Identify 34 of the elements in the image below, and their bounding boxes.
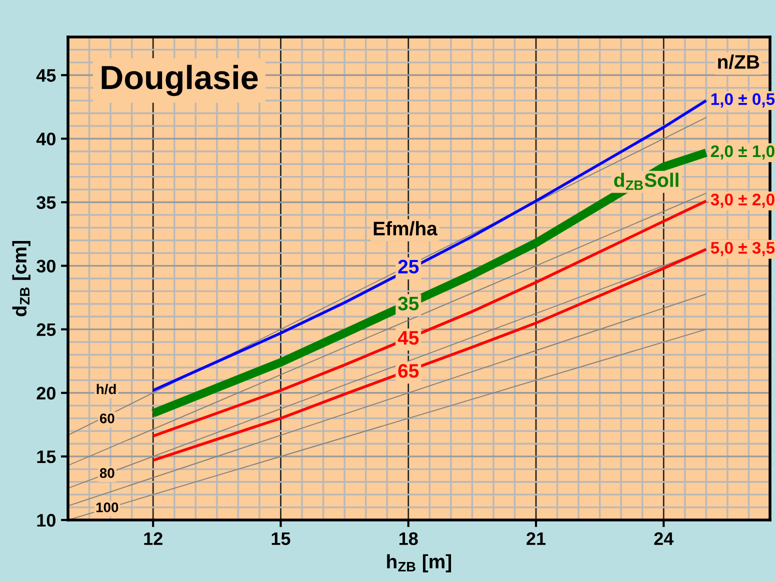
y-tick-label: 15 [37,450,56,464]
x-tick-label: 15 [272,532,290,546]
annotation: Efm/ha [374,221,438,236]
x-axis-title: h$_{ZB}$ [m] [387,554,452,572]
line-series [152,200,708,438]
x-tick-label: 12 [144,532,162,545]
annotation: 80 [100,468,114,478]
annotation: d$_{ZB}$Soll [614,172,678,190]
series-label: 1,0 ± 0,5 [711,93,775,108]
annotation: 100 [96,502,118,512]
y-tick-label: 45 [36,69,56,82]
annotation: 35 [398,296,419,310]
line-series [152,99,708,392]
y-tick-label: 30 [36,260,56,273]
text: Douglasie [102,64,258,96]
annotation: 45 [398,331,419,345]
x-tick-label: 21 [526,532,546,545]
y-tick-label: 20 [36,386,56,400]
x-tick-label: 24 [654,532,674,545]
y-tick-label: 40 [36,132,56,146]
y-tick-label: 25 [36,323,56,336]
y-axis-title: d$_{ZB}$ [cm] [12,241,30,316]
annotation: h/d [96,384,116,394]
line-series [152,248,708,462]
series-label: 2,0 ± 1,0 [710,145,774,160]
annotation: 65 [398,364,419,378]
annotation: n/ZB [718,54,760,69]
series-label: 5,0 ± 3,5 [710,242,775,256]
series-label: 3,0 ± 2,0 [710,194,774,208]
annotation: 25 [398,260,419,274]
y-tick-label: 35 [36,196,56,209]
y-tick-label: 10 [37,514,56,527]
annotation: 60 [100,413,114,424]
x-tick-label: 18 [399,532,418,546]
